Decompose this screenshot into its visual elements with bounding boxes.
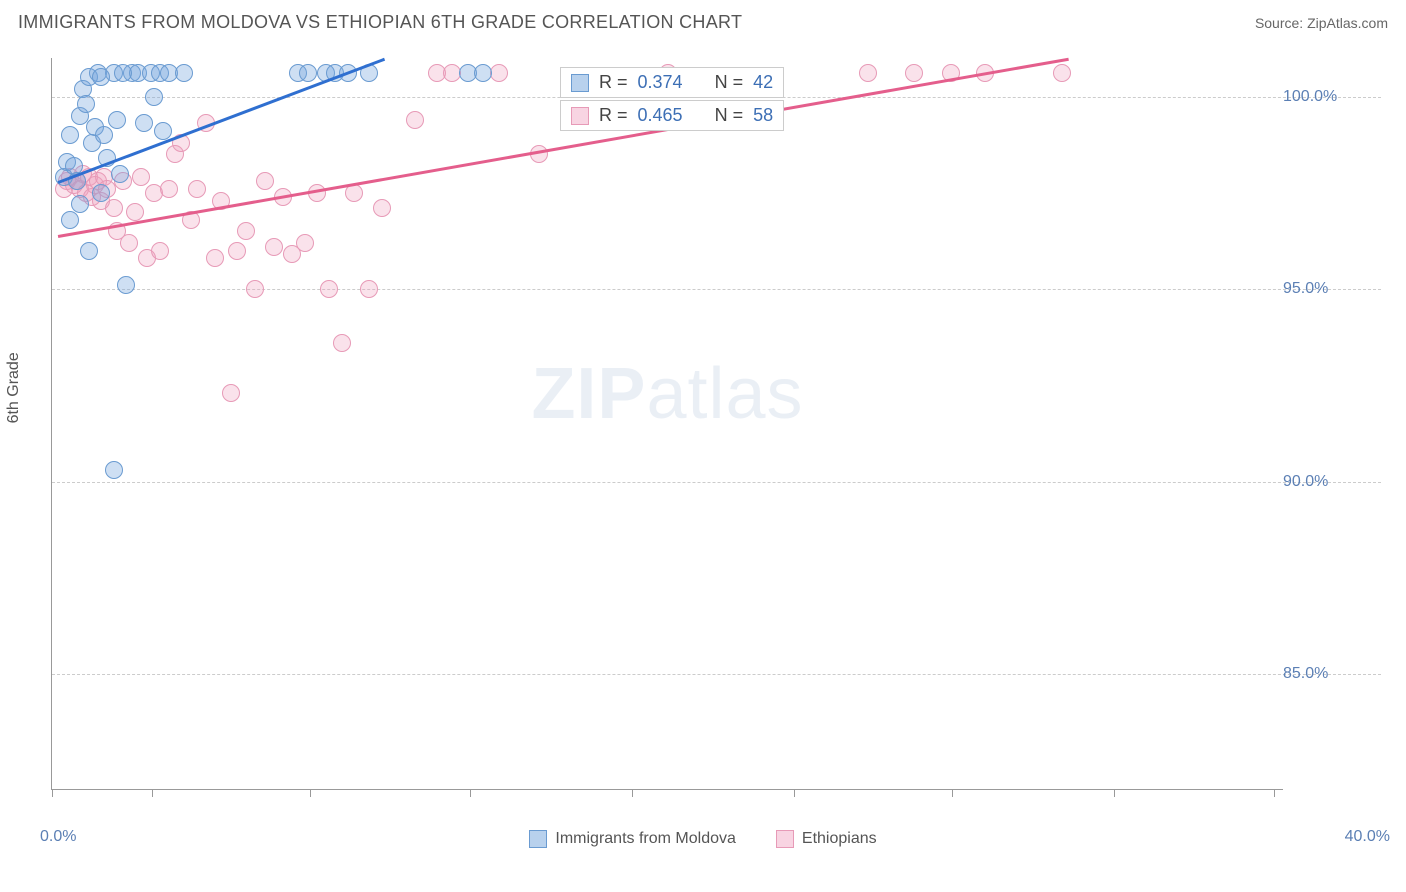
scatter-point bbox=[95, 126, 113, 144]
scatter-point bbox=[406, 111, 424, 129]
scatter-point bbox=[905, 64, 923, 82]
scatter-point bbox=[222, 384, 240, 402]
scatter-point bbox=[859, 64, 877, 82]
x-tick-mark bbox=[52, 789, 53, 797]
scatter-point bbox=[77, 95, 95, 113]
legend-swatch-pink bbox=[776, 830, 794, 848]
stats-swatch bbox=[571, 107, 589, 125]
stats-box: R = 0.465 N = 58 bbox=[560, 100, 784, 131]
r-label: R = bbox=[599, 105, 628, 126]
source-name: ZipAtlas.com bbox=[1307, 15, 1388, 31]
y-tick-label: 100.0% bbox=[1283, 88, 1403, 106]
scatter-point bbox=[296, 234, 314, 252]
n-value: 58 bbox=[753, 105, 773, 126]
watermark-zip: ZIP bbox=[531, 354, 646, 434]
scatter-point bbox=[108, 111, 126, 129]
x-tick-mark bbox=[310, 789, 311, 797]
scatter-point bbox=[71, 195, 89, 213]
scatter-point bbox=[61, 126, 79, 144]
scatter-point bbox=[80, 242, 98, 260]
source-prefix: Source: bbox=[1255, 15, 1307, 31]
n-value: 42 bbox=[753, 72, 773, 93]
source-label: Source: ZipAtlas.com bbox=[1255, 15, 1388, 31]
scatter-point bbox=[360, 280, 378, 298]
scatter-point bbox=[265, 238, 283, 256]
scatter-point bbox=[120, 234, 138, 252]
r-label: R = bbox=[599, 72, 628, 93]
scatter-point bbox=[154, 122, 172, 140]
legend-item-ethiopians: Ethiopians bbox=[776, 830, 877, 848]
watermark: ZIPatlas bbox=[531, 353, 803, 435]
chart-title: IMMIGRANTS FROM MOLDOVA VS ETHIOPIAN 6TH… bbox=[18, 12, 742, 33]
legend-item-moldova: Immigrants from Moldova bbox=[529, 830, 736, 848]
scatter-point bbox=[333, 334, 351, 352]
stats-box: R = 0.374 N = 42 bbox=[560, 67, 784, 98]
scatter-point bbox=[320, 280, 338, 298]
gridline bbox=[52, 674, 1381, 675]
scatter-point bbox=[105, 461, 123, 479]
x-tick-mark bbox=[1114, 789, 1115, 797]
legend-swatch-blue bbox=[529, 830, 547, 848]
scatter-point bbox=[117, 276, 135, 294]
scatter-point bbox=[299, 64, 317, 82]
y-tick-label: 95.0% bbox=[1283, 280, 1403, 298]
scatter-point bbox=[126, 203, 144, 221]
scatter-point bbox=[188, 180, 206, 198]
scatter-point bbox=[111, 165, 129, 183]
scatter-point bbox=[237, 222, 255, 240]
x-tick-mark bbox=[470, 789, 471, 797]
scatter-point bbox=[132, 168, 150, 186]
y-axis-title: 6th Grade bbox=[5, 352, 23, 423]
chart-header: IMMIGRANTS FROM MOLDOVA VS ETHIOPIAN 6TH… bbox=[0, 0, 1406, 39]
stats-swatch bbox=[571, 74, 589, 92]
x-tick-mark bbox=[632, 789, 633, 797]
x-tick-mark bbox=[152, 789, 153, 797]
scatter-point bbox=[105, 199, 123, 217]
n-label: N = bbox=[715, 72, 744, 93]
legend-label-ethiopians: Ethiopians bbox=[802, 830, 877, 848]
scatter-point bbox=[256, 172, 274, 190]
legend: Immigrants from Moldova Ethiopians bbox=[0, 830, 1406, 848]
watermark-atlas: atlas bbox=[646, 354, 803, 434]
scatter-point bbox=[61, 211, 79, 229]
y-tick-label: 90.0% bbox=[1283, 473, 1403, 491]
scatter-point bbox=[151, 242, 169, 260]
scatter-point bbox=[474, 64, 492, 82]
x-tick-mark bbox=[794, 789, 795, 797]
n-label: N = bbox=[715, 105, 744, 126]
r-value: 0.374 bbox=[638, 72, 683, 93]
scatter-point bbox=[490, 64, 508, 82]
scatter-point bbox=[206, 249, 224, 267]
scatter-point bbox=[373, 199, 391, 217]
gridline bbox=[52, 482, 1381, 483]
scatter-point bbox=[175, 64, 193, 82]
scatter-point bbox=[1053, 64, 1071, 82]
scatter-plot-area: ZIPatlas bbox=[51, 58, 1283, 790]
x-tick-mark bbox=[1274, 789, 1275, 797]
scatter-point bbox=[92, 68, 110, 86]
legend-label-moldova: Immigrants from Moldova bbox=[555, 830, 736, 848]
r-value: 0.465 bbox=[638, 105, 683, 126]
scatter-point bbox=[135, 114, 153, 132]
scatter-point bbox=[246, 280, 264, 298]
y-tick-label: 85.0% bbox=[1283, 665, 1403, 683]
scatter-point bbox=[228, 242, 246, 260]
scatter-point bbox=[160, 180, 178, 198]
scatter-point bbox=[92, 184, 110, 202]
scatter-point bbox=[145, 88, 163, 106]
scatter-point bbox=[114, 64, 132, 82]
x-tick-mark bbox=[952, 789, 953, 797]
